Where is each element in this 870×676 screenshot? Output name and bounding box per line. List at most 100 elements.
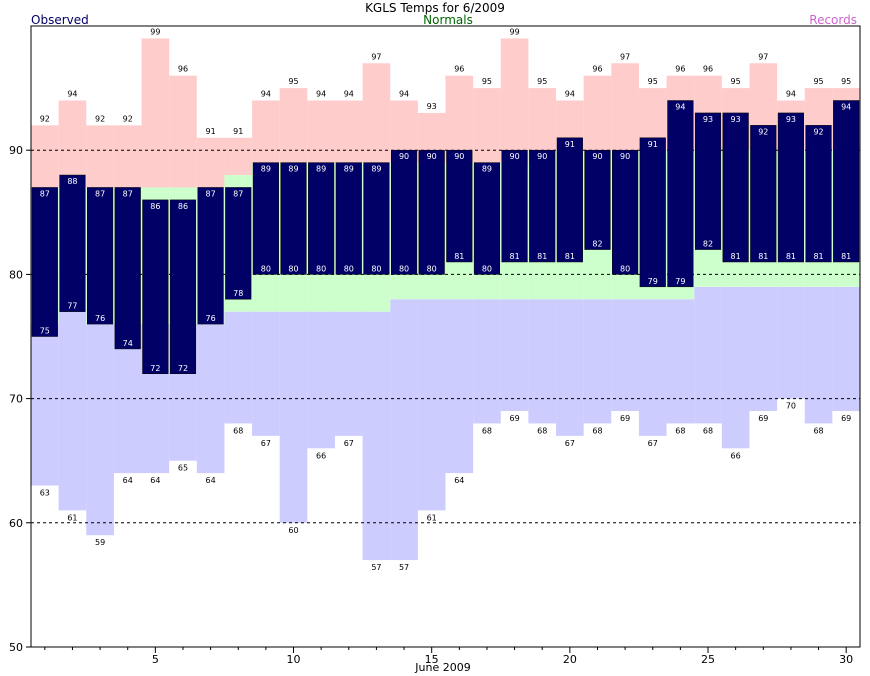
record-low-bar-day-25 <box>694 286 722 424</box>
observed-low-label-day-25: 82 <box>703 240 713 249</box>
observed-low-label-day-29: 81 <box>813 252 823 261</box>
record-high-label-day-4: 92 <box>123 114 133 123</box>
observed-low-label-day-24: 79 <box>675 277 685 286</box>
observed-high-label-day-12: 89 <box>344 165 354 174</box>
record-low-bar-day-10 <box>279 311 308 523</box>
record-low-bar-day-19 <box>528 299 557 424</box>
record-low-bar-day-9 <box>252 311 280 436</box>
record-low-label-day-15: 61 <box>427 513 437 522</box>
record-low-label-day-30: 69 <box>841 414 851 423</box>
record-high-bar-day-7 <box>196 137 225 188</box>
observed-bar-day-27 <box>750 125 777 263</box>
x-tick-label-30: 30 <box>839 653 853 666</box>
record-high-label-day-10: 95 <box>288 77 298 86</box>
record-high-bar-day-2 <box>58 100 87 188</box>
observed-low-label-day-2: 77 <box>67 302 77 311</box>
observed-low-label-day-11: 80 <box>316 264 326 273</box>
record-high-bar-day-19 <box>528 88 557 151</box>
observed-high-label-day-23: 91 <box>648 140 658 149</box>
chart-title: KGLS Temps for 6/2009 <box>365 1 505 15</box>
record-high-label-day-27: 97 <box>758 52 768 61</box>
observed-bar-day-28 <box>777 112 804 263</box>
record-high-label-day-12: 94 <box>344 90 354 99</box>
record-high-bar-day-6 <box>169 75 197 188</box>
observed-bar-day-11 <box>308 162 335 275</box>
record-low-bar-day-27 <box>749 286 778 412</box>
observed-high-label-day-4: 87 <box>123 189 133 198</box>
observed-bar-day-4 <box>114 187 141 350</box>
observed-low-label-day-13: 80 <box>371 264 381 273</box>
record-low-label-day-11: 66 <box>316 451 326 460</box>
record-low-label-day-6: 65 <box>178 464 188 473</box>
record-high-label-day-14: 94 <box>399 90 409 99</box>
observed-bar-day-16 <box>446 149 473 263</box>
record-high-bar-day-18 <box>500 38 529 163</box>
record-high-label-day-5: 99 <box>150 27 160 36</box>
x-tick-label-25: 25 <box>701 653 715 666</box>
observed-bar-day-17 <box>473 162 501 275</box>
record-high-bar-day-13 <box>362 63 391 163</box>
record-low-bar-day-12 <box>334 311 363 436</box>
record-low-label-day-7: 64 <box>206 476 216 485</box>
observed-low-label-day-3: 76 <box>95 314 105 323</box>
record-low-bar-day-8 <box>224 311 253 424</box>
observed-bar-day-26 <box>722 112 749 263</box>
record-high-bar-day-21 <box>583 75 612 151</box>
observed-high-label-day-8: 87 <box>233 189 243 198</box>
observed-low-label-day-22: 80 <box>620 264 630 273</box>
observed-high-label-day-28: 93 <box>786 115 796 124</box>
data-labels: 92 63 87 75 94 61 88 77 92 59 87 76 92 64 87 74 99 64 86 72… <box>40 27 852 572</box>
record-high-label-day-18: 99 <box>509 27 519 36</box>
observed-bar-day-6 <box>169 199 197 375</box>
observed-low-label-day-15: 80 <box>427 264 437 273</box>
observed-high-label-day-16: 90 <box>454 152 464 161</box>
observed-low-label-day-4: 74 <box>123 339 133 348</box>
record-high-bar-day-4 <box>113 125 142 188</box>
record-high-label-day-15: 93 <box>427 102 437 111</box>
observed-bar-day-2 <box>59 174 86 312</box>
record-low-label-day-17: 68 <box>482 426 492 435</box>
observed-low-label-day-28: 81 <box>786 252 796 261</box>
record-low-bar-day-15 <box>417 299 446 511</box>
observed-high-label-day-18: 90 <box>509 152 519 161</box>
observed-bar-day-10 <box>280 162 307 275</box>
observed-bar-day-22 <box>612 149 639 275</box>
record-low-label-day-1: 63 <box>40 489 50 498</box>
observed-low-label-day-10: 80 <box>288 264 298 273</box>
observed-low-label-day-5: 72 <box>150 364 160 373</box>
y-tick-label-50: 50 <box>9 641 23 654</box>
record-high-label-day-21: 96 <box>592 65 602 74</box>
record-low-label-day-19: 68 <box>537 426 547 435</box>
record-low-label-day-27: 69 <box>758 414 768 423</box>
record-high-label-day-6: 96 <box>178 65 188 74</box>
observed-low-label-day-27: 81 <box>758 252 768 261</box>
observed-high-label-day-27: 92 <box>758 127 768 136</box>
observed-high-label-day-5: 86 <box>150 202 160 211</box>
observed-low-label-day-12: 80 <box>344 264 354 273</box>
observed-high-label-day-20: 91 <box>565 140 575 149</box>
record-low-label-day-9: 67 <box>261 439 271 448</box>
observed-bar-day-20 <box>556 137 583 263</box>
observed-bar-day-14 <box>390 149 418 275</box>
observed-bar-day-13 <box>363 162 390 275</box>
record-low-label-day-14: 57 <box>399 563 409 572</box>
observed-high-label-day-17: 89 <box>482 165 492 174</box>
record-low-label-day-4: 64 <box>123 476 133 485</box>
record-low-label-day-3: 59 <box>95 538 105 547</box>
observed-low-label-day-7: 76 <box>206 314 216 323</box>
record-high-label-day-29: 95 <box>813 77 823 86</box>
record-high-label-day-13: 97 <box>371 52 381 61</box>
record-high-bar-day-22 <box>611 63 639 151</box>
record-high-bar-day-17 <box>473 88 501 163</box>
record-high-label-day-7: 91 <box>206 127 216 136</box>
record-low-label-day-10: 60 <box>288 526 298 535</box>
observed-bar-day-12 <box>335 162 362 275</box>
record-low-label-day-16: 64 <box>454 476 464 485</box>
record-high-label-day-22: 97 <box>620 52 630 61</box>
y-tick-label-70: 70 <box>9 393 23 406</box>
record-low-label-day-13: 57 <box>371 563 381 572</box>
observed-bar-day-29 <box>805 125 832 263</box>
record-low-bar-day-26 <box>721 286 750 449</box>
x-tick-label-20: 20 <box>563 653 577 666</box>
x-axis-label: June 2009 <box>414 661 470 674</box>
